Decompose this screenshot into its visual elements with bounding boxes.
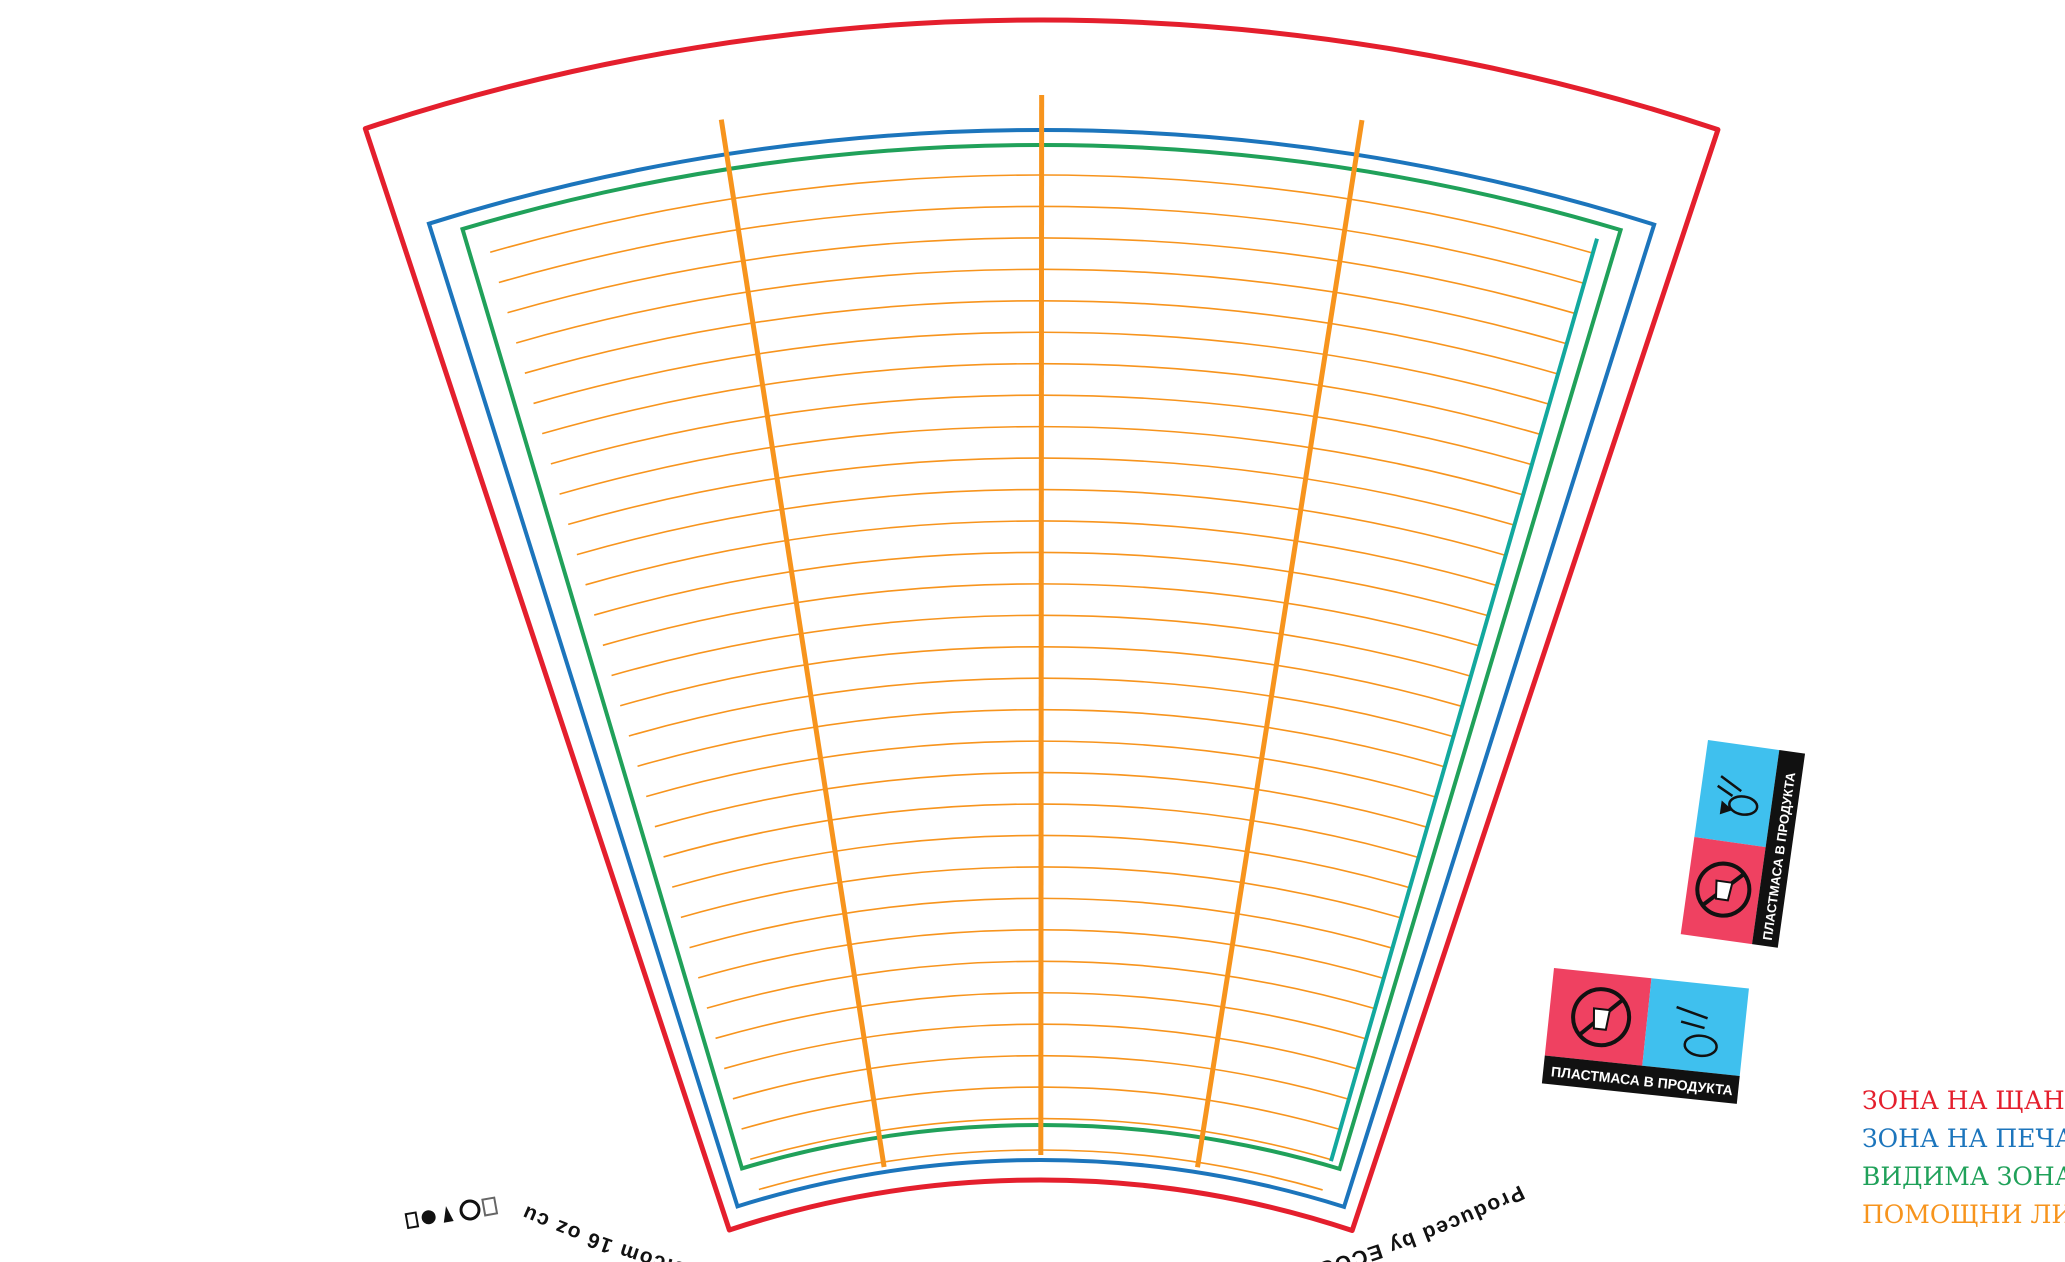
- visible-zone-edge: [1329, 238, 1599, 1162]
- helper-divider: [1038, 94, 1045, 1156]
- tidyman-icon: [443, 1206, 454, 1223]
- eco-icons: [404, 1196, 499, 1230]
- helper-divider: [718, 119, 887, 1168]
- badge-blue-panel: [1642, 978, 1749, 1077]
- bin-icon: [481, 1196, 499, 1217]
- print-zone-outline: [426, 128, 1657, 1210]
- legend-print-zone: ЗОНА НА ПЕЧАТ: [1862, 1124, 2065, 1153]
- helper-divider: [1195, 119, 1365, 1168]
- badge-blue-panel: [1694, 740, 1780, 848]
- turtle-fish-icon: [1676, 1005, 1718, 1058]
- legend-die-cut: ЗОНА НА ЩАНЦ: [1862, 1086, 2065, 1115]
- zone-outlines-group: [362, 17, 1721, 1234]
- helper-arc-line: [758, 1149, 1323, 1191]
- badge-text-strip: [1752, 750, 1806, 948]
- recycle-icon: [459, 1199, 481, 1221]
- legend-helper-lines: ПОМОЩНИ ЛИН: [1862, 1200, 2065, 1229]
- cup-icon: [404, 1211, 420, 1230]
- plastic-badge-vertical: ПЛАСТМАСА В ПРОДУКТА: [1680, 740, 1806, 948]
- imprint-text-path: Produced by ECOSTYLE CUPS phone: +359 88…: [0, 0, 1526, 1262]
- no-plastic-cup-icon: [1695, 861, 1752, 918]
- imprint-text: Produced by ECOSTYLE CUPS phone: +359 88…: [0, 0, 1526, 1262]
- visible-zone-outline: [460, 143, 1624, 1172]
- helper-divider-lines: [718, 94, 1365, 1168]
- turtle-fish-icon: [1717, 775, 1759, 816]
- no-plastic-cup-icon: [1571, 987, 1632, 1048]
- legend-visible-zone: ВИДИМА ЗОНА: [1862, 1162, 2065, 1191]
- die-cut-outline: [362, 17, 1721, 1234]
- compost-icon: [421, 1210, 436, 1225]
- badge-text-strip: [1541, 1055, 1740, 1104]
- color-legend: ЗОНА НА ЩАНЦ ЗОНА НА ПЕЧАТ ВИДИМА ЗОНА П…: [1862, 1082, 2065, 1234]
- plastic-badge-horizontal: ПЛАСТМАСА В ПРОДУКТА: [1541, 968, 1749, 1104]
